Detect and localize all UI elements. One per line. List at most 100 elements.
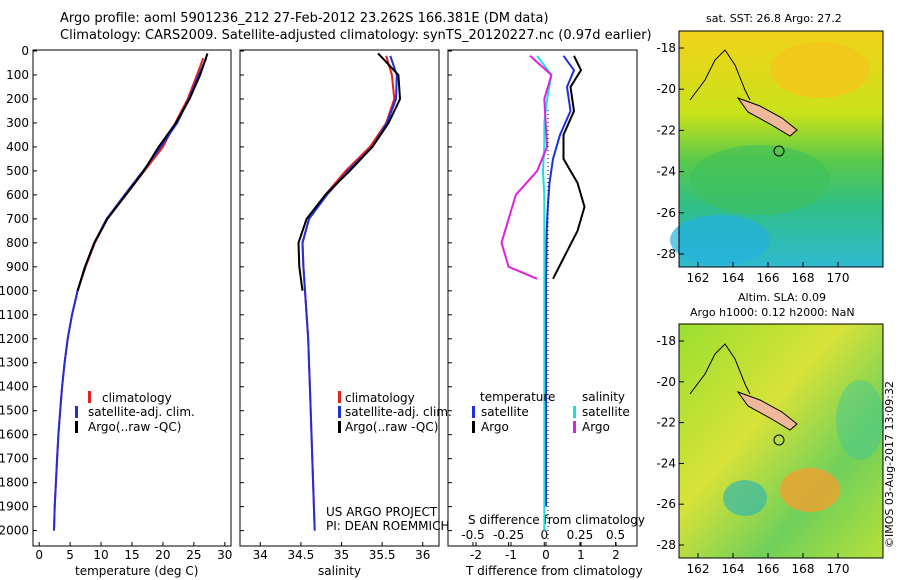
series-climatology [301,55,396,531]
depth-tick-label: 1700 [0,452,29,466]
credit-project: US ARGO PROJECT [326,505,438,519]
legend-label-s-satellite: satellite [582,405,630,419]
sst-cool-patch [670,215,770,265]
depth-tick-label: 300 [6,116,29,130]
profile-lines [53,52,586,531]
legend-swatch-s-argo [573,421,576,433]
map-lat-label: -18 [656,334,676,348]
series-salinity-satellite [536,55,553,531]
x-tick-label: 0.5 [606,528,625,542]
legend-swatch-satellite [75,406,78,418]
legend-label-climatology: climatology [102,391,172,405]
legend-head-salinity: salinity [582,390,625,404]
legend-label-s-argo: Argo [582,420,610,434]
legend-label-climatology: climatology [345,391,415,405]
salinity-legend: climatology satellite-adj. clim. Argo(..… [338,391,452,434]
difference-axis-ticks: -2 -1 0 1 2 [470,542,620,562]
difference-legend: temperature salinity satellite Argo sate… [472,390,630,434]
map-lon-label: 166 [757,271,780,285]
map-lat-label: -24 [656,456,676,470]
s-difference-axis-ticks: -0.5 -0.25 0 0.25 0.5 [461,528,625,546]
legend-swatch-climatology [338,391,341,403]
series-salinity-argo [500,55,553,280]
legend-label-satellite: satellite-adj. clim. [88,405,195,419]
sla-map-frame [678,323,884,559]
depth-tick-label: 700 [6,212,29,226]
depth-axis: 0 100 200 300 400 500 600 700 800 900 1000 1100 1200… [0,44,452,538]
climatology-title: Climatology: CARS2009. Satellite-adjuste… [60,28,652,43]
depth-tick-label: 1900 [0,500,29,514]
x-tick-label: 35 [334,548,349,562]
depth-tick-label: 800 [6,236,29,250]
sst-map-axes: -18 -20 -22 -24 -26 -28 162 164 166 168 170 [656,41,849,285]
sst-map-title: sat. SST: 26.8 Argo: 27.2 [706,12,842,25]
map-lat-label: -18 [656,41,676,55]
temperature-xlabel: temperature (deg C) [75,564,198,578]
new-caledonia-island [736,96,798,137]
x-tick-label: 20 [155,548,170,562]
x-tick-label: 34 [253,548,268,562]
x-tick-label: 36 [415,548,430,562]
series-satellite-adj-clim [53,57,208,531]
map-lon-label: 162 [687,562,710,576]
map-lon-label: 170 [827,562,850,576]
depth-tick-label: 1500 [0,404,29,418]
legend-swatch-t-argo [472,421,475,433]
x-tick-label: 0 [35,548,43,562]
depth-tick-label: 900 [6,260,29,274]
legend-swatch-climatology [88,391,91,403]
legend-label-t-satellite: satellite [481,405,529,419]
map-lat-label: -22 [656,416,676,430]
sla-low-patch [723,480,767,516]
sst-map [670,30,884,268]
sst-map-frame [678,30,884,268]
salinity-axis-ticks: 34 34.5 35 35.5 36 [253,542,430,562]
map-lat-label: -26 [656,497,676,511]
map-lon-label: 170 [827,271,850,285]
x-tick-label: 15 [124,548,139,562]
argo-location-marker [773,434,785,446]
depth-tick-label: 1800 [0,476,29,490]
salinity-panel-frame [239,49,440,547]
map-lat-label: -24 [656,165,676,179]
sla-high-patch [780,468,840,512]
sla-map-subtitle: Argo h1000: 0.12 h2000: NaN [690,306,855,319]
map-lon-label: 162 [687,271,710,285]
x-tick-label: -2 [470,548,482,562]
salinity-xlabel: salinity [318,564,361,578]
difference-panel-frame [447,49,638,547]
depth-tick-label: 0 [21,44,29,58]
legend-label-argo: Argo(..raw -QC) [345,420,438,434]
x-tick-label: 0 [542,548,550,562]
x-tick-label: 5 [66,548,74,562]
x-tick-label: 2 [612,548,620,562]
temperature-panel-frame [32,49,232,547]
depth-tick-label: 1000 [0,284,29,298]
x-tick-label: -0.5 [461,528,484,542]
sla-map-title: Altim. SLA: 0.09 [738,291,827,304]
x-tick-label: 0.25 [567,528,594,542]
map-lon-label: 164 [722,271,745,285]
series-temperature-satellite [545,55,576,507]
legend-label-t-argo: Argo [481,420,509,434]
map-lat-label: -28 [656,538,676,552]
x-tick-label: -1 [505,548,517,562]
x-tick-label: 35.5 [369,548,396,562]
x-tick-label: 1 [577,548,585,562]
legend-swatch-s-satellite [573,406,576,418]
depth-tick-label: 1300 [0,356,29,370]
temperature-legend: climatology satellite-adj. clim. Argo(..… [75,391,195,434]
series-argo-raw-qc [297,52,402,291]
sst-warm-patch [770,42,870,98]
sla-mid-patch [836,380,884,460]
depth-tick-label: 1200 [0,332,29,346]
argo-location-marker [773,145,785,157]
eez-boundary [689,49,751,101]
temperature-axis-ticks: 0 5 10 15 20 25 30 [35,542,232,562]
x-tick-label: 0 [540,528,548,542]
x-tick-label: 25 [186,548,201,562]
depth-tick-label: 2000 [0,524,29,538]
map-lon-label: 168 [792,271,815,285]
map-lat-label: -22 [656,123,676,137]
